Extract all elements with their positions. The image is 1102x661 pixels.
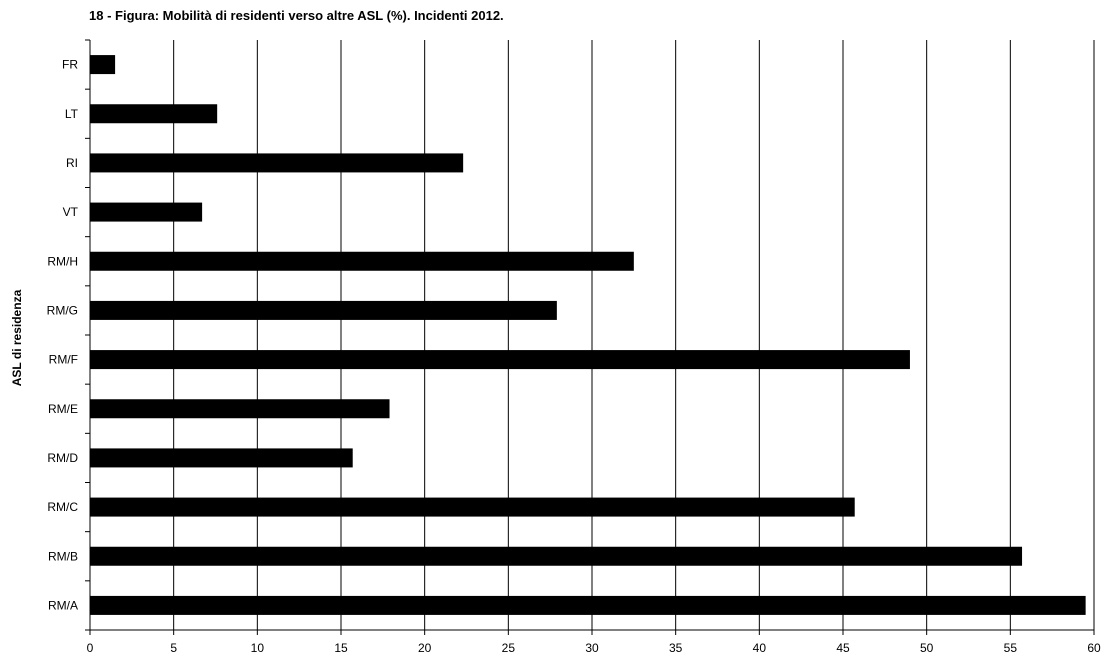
bar-lt [90, 104, 218, 124]
y-tick-label: RM/G [47, 303, 78, 317]
axes [85, 39, 1095, 635]
x-tick-label: 55 [1004, 641, 1018, 655]
x-tick-label: 40 [753, 641, 767, 655]
x-tick-label: 50 [920, 641, 934, 655]
y-tick-label: RM/A [48, 598, 78, 612]
x-tick-label: 20 [418, 641, 432, 655]
x-tick-label: 45 [836, 641, 850, 655]
x-tick-labels: 0 5 10 15 20 25 30 35 40 45 50 55 60 [87, 641, 1101, 655]
bar-rm-f [90, 350, 910, 370]
x-tick-label: 60 [1087, 641, 1101, 655]
y-tick-label: RM/D [47, 451, 78, 465]
bar-rm-h [90, 251, 634, 271]
y-tick-label: RM/C [47, 500, 78, 514]
y-tick-label: RM/F [49, 353, 78, 367]
y-tick-label: FR [62, 58, 78, 72]
bar-rm-a [90, 595, 1086, 615]
x-tick-label: 5 [170, 641, 177, 655]
x-tick-label: 25 [502, 641, 516, 655]
x-tick-label: 15 [334, 641, 348, 655]
y-tick-label: VT [63, 205, 79, 219]
bar-rm-c [90, 497, 855, 517]
bar-rm-d [90, 448, 353, 468]
x-tick-label: 30 [585, 641, 599, 655]
bars [90, 55, 1086, 615]
y-tick-label: RM/E [48, 402, 78, 416]
bar-ri [90, 153, 464, 173]
bar-fr [90, 55, 116, 75]
y-tick-label: RM/B [48, 549, 78, 563]
y-tick-label: RM/H [47, 254, 78, 268]
bar-rm-g [90, 300, 557, 320]
y-tick-label: LT [65, 107, 79, 121]
x-tick-label: 10 [251, 641, 265, 655]
y-tick-label: RI [66, 156, 78, 170]
bar-vt [90, 202, 203, 222]
bar-rm-b [90, 546, 1023, 566]
y-tick-labels: FR LT RI VT RM/H RM/G RM/F RM/E RM/D RM/C RM/B RM/A [47, 58, 79, 613]
grid-lines [173, 40, 1095, 630]
x-tick-label: 35 [669, 641, 683, 655]
x-tick-label: 0 [87, 641, 94, 655]
chart-title: 18 - Figura: Mobilità di residenti verso… [89, 8, 504, 23]
bar-rm-e [90, 399, 390, 419]
y-axis-label: ASL di residenza [10, 289, 24, 386]
